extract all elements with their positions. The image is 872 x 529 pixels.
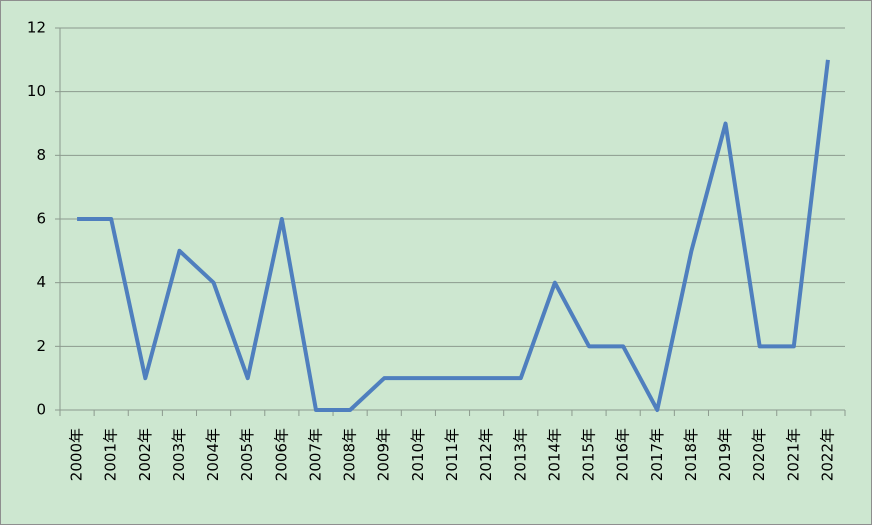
y-tick-label: 6	[36, 210, 46, 228]
x-tick-label: 2008年	[341, 428, 359, 481]
x-tick-label: 2002年	[136, 428, 154, 481]
x-tick-label: 2009年	[375, 428, 393, 481]
x-tick-label: 2012年	[477, 428, 495, 481]
x-tick-label: 2011年	[443, 428, 461, 481]
x-tick-label: 2005年	[238, 428, 256, 481]
x-tick-label: 2003年	[170, 428, 188, 481]
x-tick-label: 2017年	[648, 428, 666, 481]
x-tick-label: 2000年	[68, 428, 86, 481]
x-tick-label: 2020年	[750, 428, 768, 481]
x-tick-label: 2015年	[580, 428, 598, 481]
y-tick-label: 2	[36, 337, 46, 355]
x-tick-label: 2004年	[204, 428, 222, 481]
x-tick-label: 2014年	[545, 428, 563, 481]
y-tick-label: 0	[36, 401, 46, 419]
y-tick-label: 4	[36, 273, 46, 291]
x-tick-label: 2010年	[409, 428, 427, 481]
x-tick-label: 2022年	[818, 428, 836, 481]
y-tick-label: 8	[36, 146, 46, 164]
x-tick-label: 2021年	[784, 428, 802, 481]
y-tick-label: 10	[27, 82, 46, 100]
x-tick-label: 2016年	[614, 428, 632, 481]
x-tick-label: 2001年	[102, 428, 120, 481]
data-line	[77, 59, 830, 412]
x-tick-label: 2006年	[272, 428, 290, 481]
x-tick-label: 2013年	[511, 428, 529, 481]
x-tick-label: 2007年	[306, 428, 324, 481]
x-tick-label: 2019年	[716, 428, 734, 481]
x-tick-label: 2018年	[682, 428, 700, 481]
y-tick-label: 12	[27, 19, 46, 37]
